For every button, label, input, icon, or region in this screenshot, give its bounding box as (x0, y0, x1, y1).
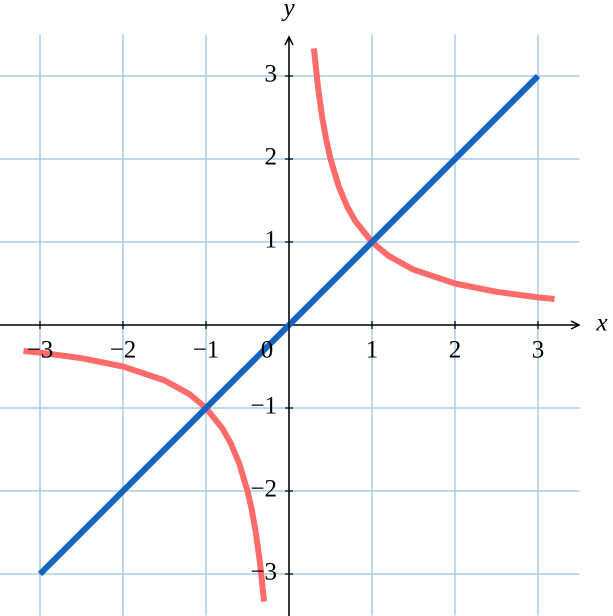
y-tick-label: −1 (250, 393, 277, 420)
y-tick-label: 3 (265, 61, 278, 88)
y-tick-label: −2 (250, 476, 277, 503)
y-tick-label: 1 (265, 227, 278, 254)
x-tick-label: −3 (27, 337, 54, 364)
series-line (23, 48, 555, 602)
y-tick-label: −3 (250, 559, 277, 586)
y-tick-label: 2 (265, 144, 278, 171)
x-tick-label: −2 (110, 337, 137, 364)
x-tick-label: 0 (261, 337, 274, 364)
y-axis-label: y (280, 0, 295, 22)
x-axis-label: x (595, 310, 607, 337)
labels: −3 −2 −1 0 1 2 3 −3 −2 −1 1 2 3 (27, 61, 545, 586)
x-tick-label: 3 (532, 337, 545, 364)
x-tick-label: 1 (366, 337, 379, 364)
x-tick-label: −1 (193, 337, 220, 364)
x-tick-label: 2 (449, 337, 462, 364)
